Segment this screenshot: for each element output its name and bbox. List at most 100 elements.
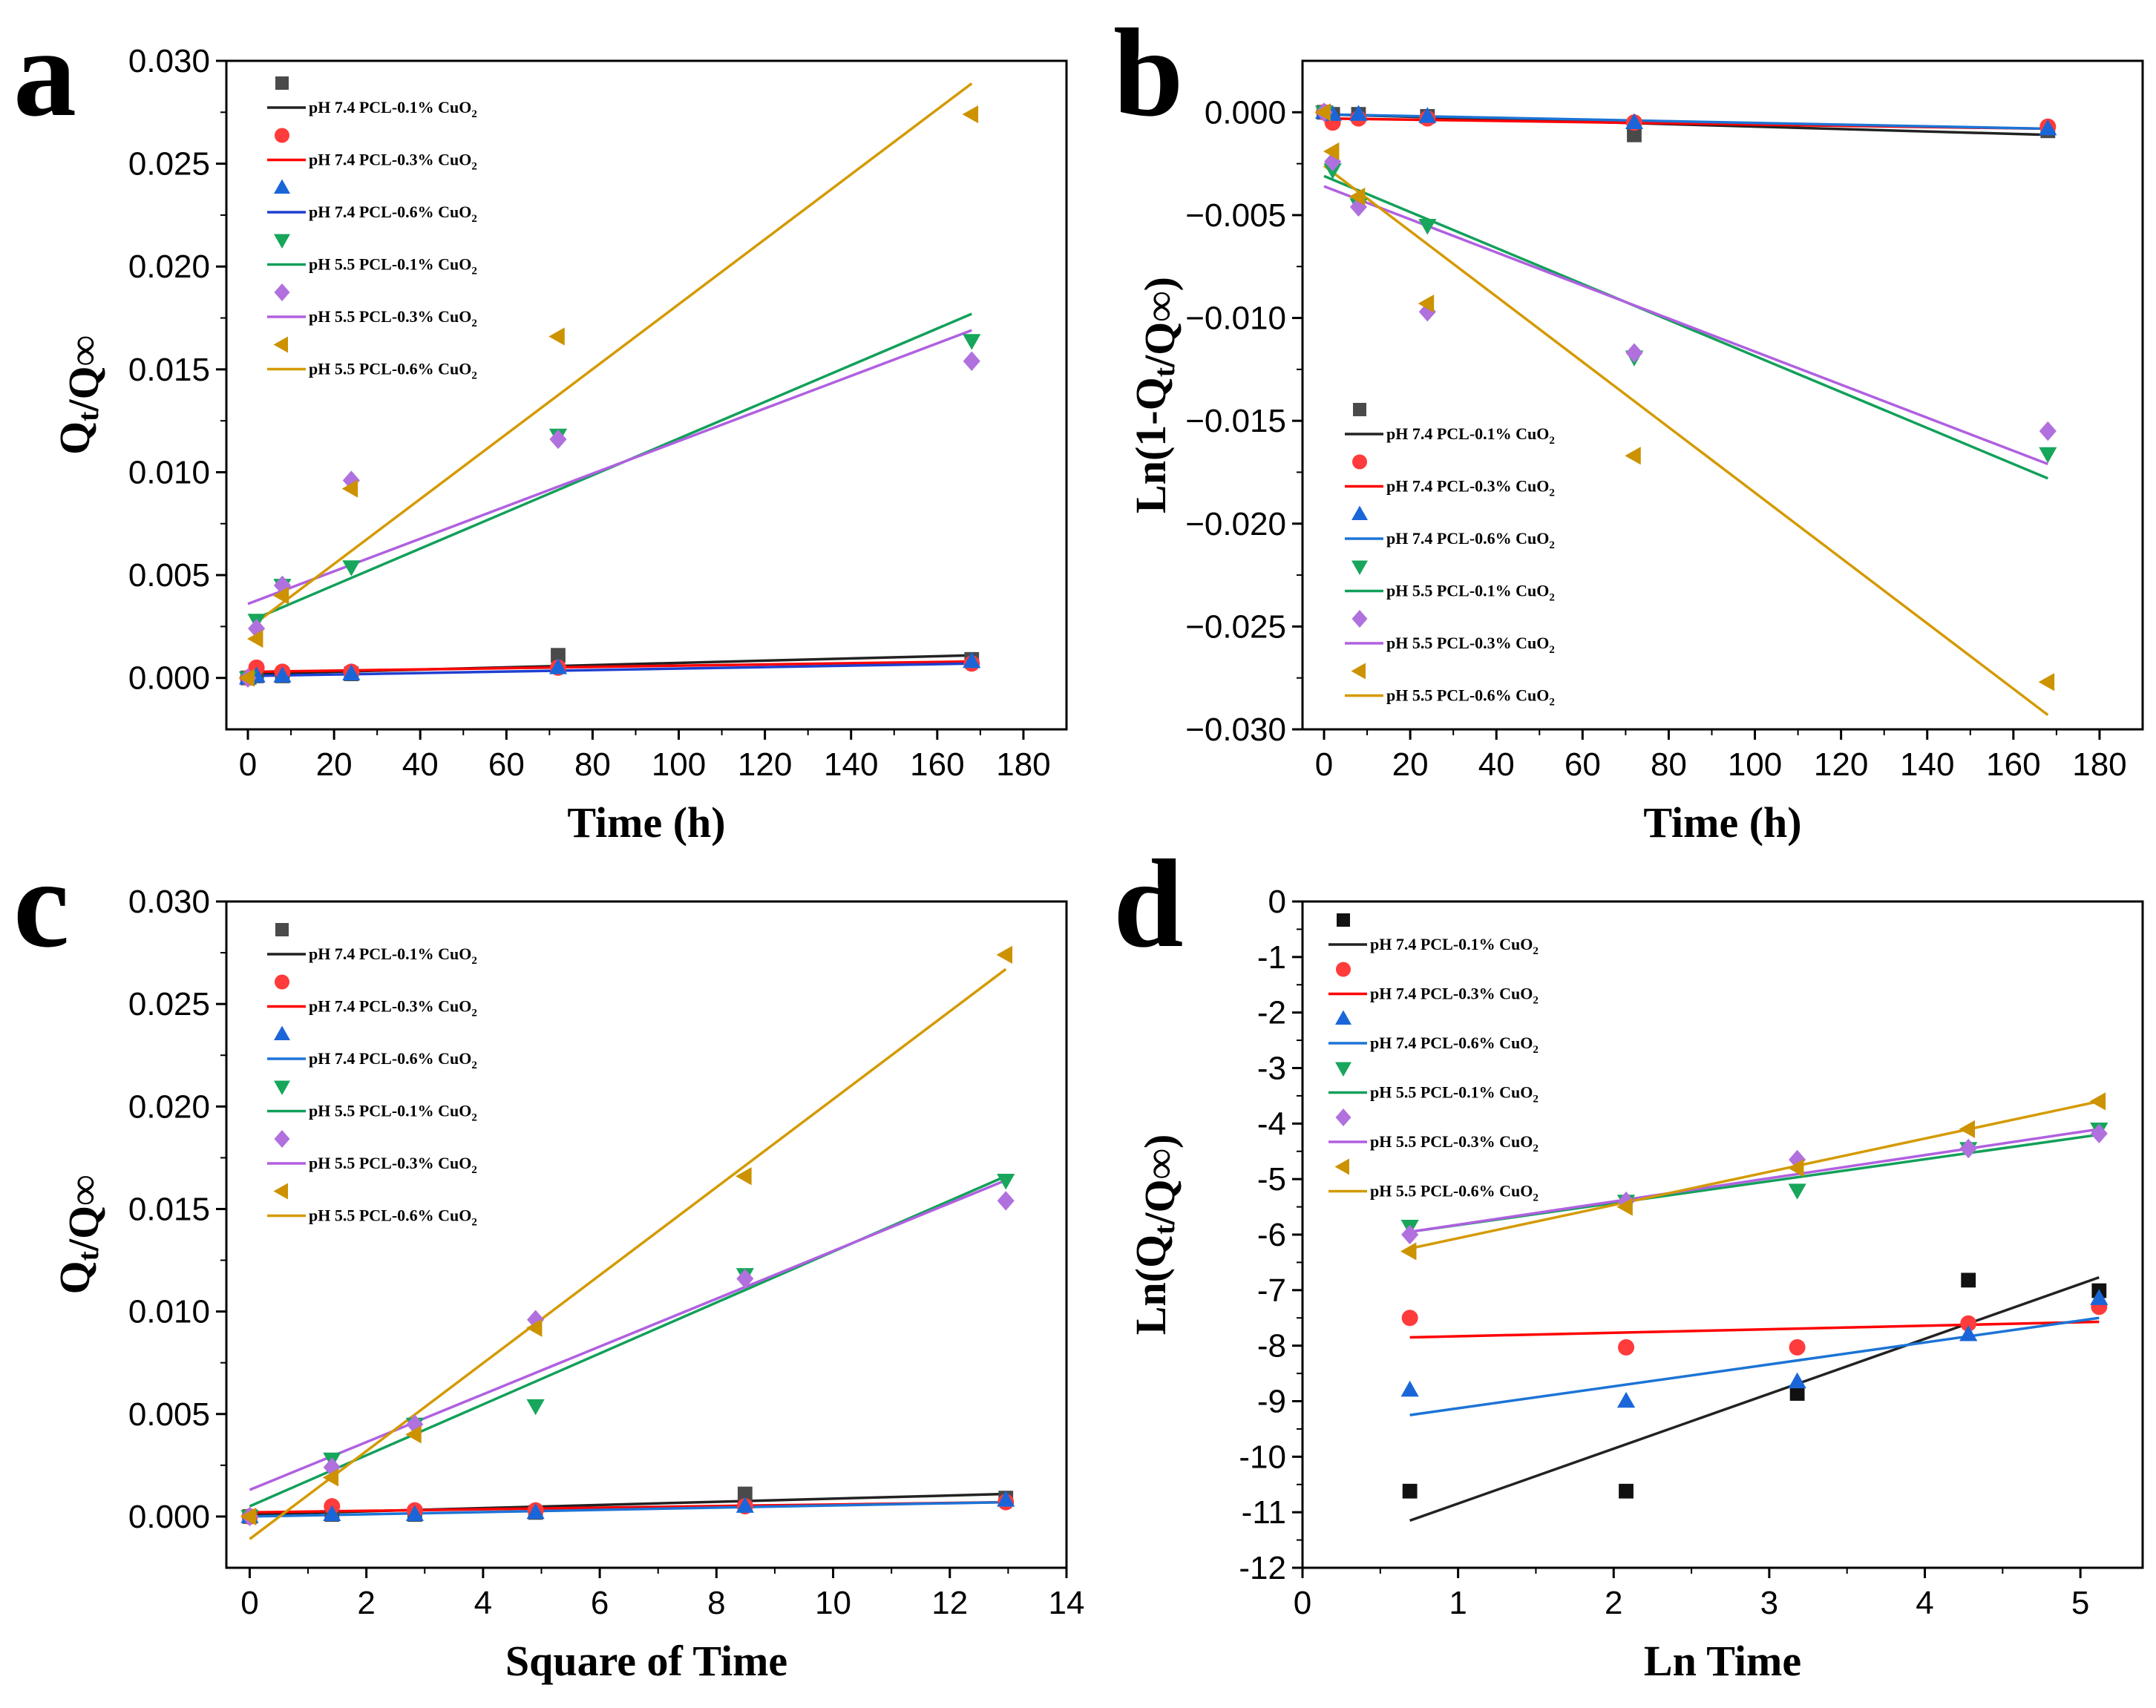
data-point bbox=[272, 586, 289, 605]
panel-a: 0 20 40 60 80 100 120 140 160 180 0.000 0.005 0.010 0… bbox=[50, 43, 1068, 847]
x-tick-label: 8 bbox=[707, 1585, 725, 1621]
y-tick-label: -9 bbox=[1257, 1384, 1286, 1420]
y-axis-title: Ln(Qt/Q∞) bbox=[1127, 1134, 1184, 1336]
data-point bbox=[1616, 1391, 1636, 1408]
x-tick-label: 1 bbox=[1449, 1585, 1467, 1621]
fit-line bbox=[1323, 164, 2049, 716]
y-axis-title: Qt/Q∞ bbox=[50, 1175, 108, 1294]
x-tick-label: 0 bbox=[239, 746, 257, 783]
legend-marker bbox=[1352, 454, 1367, 470]
y-tick-label: 0.020 bbox=[128, 1088, 210, 1125]
x-tick-label: 120 bbox=[738, 746, 792, 783]
y-tick-label: -3 bbox=[1257, 1051, 1286, 1087]
data-point bbox=[1625, 113, 1644, 129]
x-tick-label: 5 bbox=[2071, 1585, 2089, 1621]
x-axis-title: Ln Time bbox=[1644, 1637, 1801, 1685]
data-point bbox=[1400, 1380, 1419, 1397]
data-point bbox=[1960, 1315, 1977, 1332]
data-point bbox=[238, 669, 255, 687]
x-tick-label: 10 bbox=[815, 1585, 851, 1621]
legend-label: pH 5.5 PCL-0.1% CuO2 bbox=[309, 1102, 477, 1124]
data-point bbox=[273, 666, 292, 683]
x-tick-label: 2 bbox=[357, 1585, 375, 1621]
data-point bbox=[1400, 1242, 1417, 1261]
fit-line bbox=[1409, 1316, 2100, 1416]
x-tick-label: 100 bbox=[1728, 746, 1782, 783]
legend-marker bbox=[1351, 560, 1368, 575]
x-tick-label: 20 bbox=[316, 746, 353, 783]
y-tick-label: -7 bbox=[1257, 1272, 1286, 1309]
y-tick-label: -1 bbox=[1257, 939, 1286, 976]
fit-line bbox=[1409, 1275, 2100, 1523]
legend-marker bbox=[1335, 1010, 1351, 1025]
panel-c: 0 2 4 6 8 10 12 14 0.000 0.005 0.010 0.015 0.020 0.02… bbox=[50, 884, 1084, 1685]
x-tick-label: 160 bbox=[1986, 746, 2040, 783]
x-tick-label: 100 bbox=[652, 746, 706, 783]
x-tick-label: 140 bbox=[824, 746, 878, 783]
legend-label: pH 5.5 PCL-0.1% CuO2 bbox=[1370, 1083, 1539, 1106]
legend-label: pH 7.4 PCL-0.3% CuO2 bbox=[1370, 985, 1539, 1007]
data-point bbox=[1959, 1325, 1978, 1341]
plot-frame bbox=[225, 59, 1068, 731]
data-point bbox=[1418, 295, 1435, 313]
x-axis-title: Time (h) bbox=[567, 798, 725, 847]
data-point bbox=[342, 560, 361, 577]
y-tick-label: 0.015 bbox=[128, 352, 210, 388]
x-tick-label: 6 bbox=[591, 1585, 609, 1621]
y-tick-label: 0.025 bbox=[128, 986, 210, 1022]
legend-label: pH 5.5 PCL-0.6% CuO2 bbox=[309, 1206, 477, 1229]
x-tick-label: 0 bbox=[240, 1585, 258, 1621]
data-point bbox=[1625, 343, 1643, 363]
legend-marker bbox=[275, 76, 289, 90]
x-tick-label: 4 bbox=[1916, 1585, 1933, 1621]
data-point bbox=[1959, 1138, 1977, 1159]
data-point bbox=[248, 618, 266, 639]
data-point bbox=[246, 629, 263, 648]
data-point bbox=[323, 1505, 341, 1521]
legend-label: pH 7.4 PCL-0.3% CuO2 bbox=[1386, 477, 1555, 499]
x-tick-label: 20 bbox=[1392, 746, 1429, 783]
data-point bbox=[322, 1468, 339, 1487]
panel-letter-d: d bbox=[1113, 834, 1184, 973]
legend-label: pH 5.5 PCL-0.1% CuO2 bbox=[309, 255, 477, 277]
data-point bbox=[525, 1318, 543, 1337]
legend-marker bbox=[1334, 1158, 1349, 1175]
legend-label: pH 7.4 PCL-0.3% CuO2 bbox=[309, 997, 477, 1019]
x-tick-label: 0 bbox=[1294, 1585, 1311, 1621]
fit-line bbox=[256, 660, 972, 674]
data-point bbox=[1787, 1159, 1804, 1177]
y-axis-title: Qt/Q∞ bbox=[50, 335, 108, 455]
data-point bbox=[2038, 673, 2055, 692]
data-point bbox=[1324, 151, 1342, 172]
y-tick-label: 0.030 bbox=[128, 43, 210, 79]
y-tick-label: -4 bbox=[1257, 1106, 1286, 1142]
y-tick-label: 0.020 bbox=[128, 249, 210, 285]
data-point bbox=[736, 1269, 754, 1289]
panel-b: 0 20 40 60 80 100 120 140 160 180 0.000 −0.005 −0.01… bbox=[1127, 59, 2144, 847]
fit-line bbox=[1409, 1100, 2100, 1250]
data-point bbox=[1314, 103, 1331, 122]
x-tick-label: 60 bbox=[1564, 746, 1601, 783]
y-tick-label: 0.015 bbox=[128, 1191, 210, 1227]
data-point bbox=[2089, 1092, 2106, 1111]
data-point bbox=[548, 327, 565, 346]
x-tick-label: 180 bbox=[2072, 746, 2126, 783]
legend-marker bbox=[1353, 403, 1366, 416]
legend-marker bbox=[1351, 663, 1366, 680]
y-tick-label: 0.025 bbox=[128, 146, 210, 183]
data-point bbox=[526, 1399, 545, 1416]
fit-line bbox=[1323, 174, 2048, 480]
legend-marker bbox=[273, 336, 288, 353]
fit-line bbox=[249, 968, 1007, 1540]
data-point bbox=[405, 1505, 425, 1521]
plot-frame bbox=[225, 900, 1068, 1569]
y-tick-label: 0.005 bbox=[128, 1396, 210, 1433]
legend-marker bbox=[1335, 1108, 1351, 1126]
legend-label: pH 5.5 PCL-0.3% CuO2 bbox=[1370, 1132, 1539, 1154]
data-point bbox=[1402, 1483, 1418, 1499]
data-point bbox=[2039, 447, 2057, 464]
x-tick-label: 40 bbox=[402, 746, 439, 783]
x-tick-label: 80 bbox=[574, 746, 611, 783]
x-tick-label: 180 bbox=[996, 746, 1050, 783]
data-point bbox=[1959, 1120, 1976, 1138]
